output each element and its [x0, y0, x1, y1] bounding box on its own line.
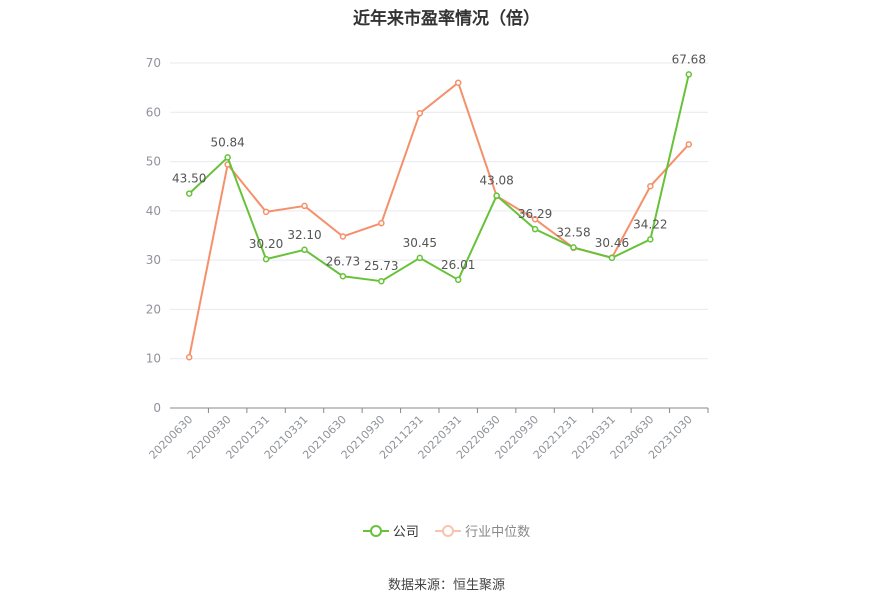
- grid-lines: [170, 62, 708, 360]
- data-point-company: [301, 246, 308, 254]
- data-point-industry: [262, 208, 270, 216]
- data-point-industry: [647, 182, 654, 190]
- y-tick-label: 10: [146, 352, 161, 366]
- legend-swatch-industry: [435, 524, 462, 538]
- legend-item-company[interactable]: 公司: [362, 521, 419, 540]
- legend: 公司 行业中位数: [0, 521, 893, 542]
- chart-title: 近年来市盈率情况（倍）: [353, 9, 540, 29]
- data-point-company: [339, 273, 347, 280]
- data-point-company: [454, 276, 462, 284]
- data-point-industry: [416, 110, 424, 117]
- y-tick-label: 20: [146, 302, 161, 316]
- data-point-company: [531, 225, 539, 233]
- y-tick-label: 70: [146, 56, 161, 70]
- y-axis: 0 10 20 30 40 50 60 70: [146, 56, 161, 415]
- legend-item-industry[interactable]: 行业中位数: [435, 521, 530, 540]
- data-label: 25.73: [364, 259, 398, 273]
- y-tick-label: 40: [146, 204, 161, 218]
- data-point-industry: [378, 219, 385, 227]
- legend-swatch-company: [362, 524, 389, 538]
- data-point-company: [378, 277, 385, 285]
- y-tick-label: 50: [146, 155, 161, 169]
- data-point-industry: [685, 141, 693, 148]
- data-point-company: [185, 190, 193, 197]
- data-point-company: [685, 71, 693, 78]
- data-label: 34.22: [633, 217, 667, 231]
- data-label: 43.50: [172, 172, 206, 186]
- data-labels: 43.50 50.84 30.20 32.10 26.73 25.73 30.45 26.01…: [172, 52, 706, 273]
- series-line-industry: [188, 81, 690, 358]
- series-line-company: [188, 74, 690, 283]
- data-label: 30.45: [403, 236, 437, 250]
- y-tick-label: 60: [146, 105, 161, 119]
- data-point-company: [262, 255, 270, 263]
- legend-label-industry: 行业中位数: [465, 525, 531, 540]
- y-tick-label: 0: [153, 401, 161, 415]
- data-source: 数据来源：恒生聚源: [387, 578, 505, 593]
- data-point-company: [647, 236, 654, 243]
- x-axis: 2020063020200930202012312021033120210630…: [147, 407, 709, 462]
- data-point-company: [416, 254, 424, 262]
- legend-label-company: 公司: [392, 525, 419, 540]
- data-point-industry: [531, 215, 539, 223]
- data-label: 32.58: [556, 225, 590, 239]
- data-point-company: [224, 154, 231, 161]
- data-point-industry: [339, 233, 347, 240]
- data-label: 50.84: [210, 135, 244, 149]
- data-label: 67.68: [672, 52, 706, 66]
- data-point-company: [570, 244, 577, 251]
- data-label: 30.20: [249, 237, 283, 251]
- y-tick-label: 30: [146, 253, 161, 267]
- data-label: 32.10: [287, 228, 321, 242]
- data-label: 43.08: [479, 174, 513, 188]
- data-point-company: [608, 254, 616, 262]
- data-label: 30.46: [595, 236, 629, 250]
- data-point-industry: [185, 353, 193, 361]
- data-point-industry: [454, 79, 462, 86]
- data-label: 26.01: [441, 258, 475, 272]
- data-point-company: [493, 192, 500, 199]
- series-layer: [185, 71, 693, 361]
- data-label: 26.73: [326, 254, 360, 268]
- data-point-industry: [301, 202, 308, 210]
- data-label: 36.29: [518, 207, 552, 221]
